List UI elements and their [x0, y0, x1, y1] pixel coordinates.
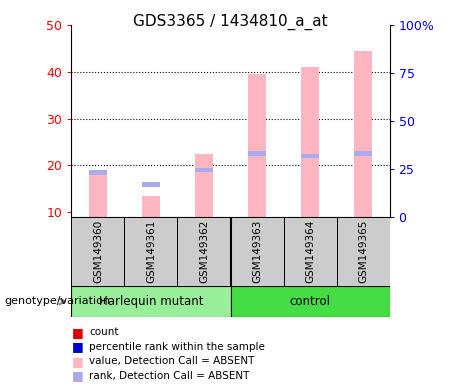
Bar [142, 182, 160, 187]
Text: rank, Detection Call = ABSENT: rank, Detection Call = ABSENT [89, 371, 249, 381]
Bar [177, 217, 230, 286]
Text: ■: ■ [71, 369, 83, 382]
Bar [354, 51, 372, 217]
Bar [301, 67, 319, 217]
Bar [195, 154, 213, 217]
Bar [230, 286, 390, 317]
Bar [248, 151, 266, 156]
Bar [71, 217, 124, 286]
Bar [354, 151, 372, 156]
Text: GSM149361: GSM149361 [146, 220, 156, 283]
Text: control: control [290, 295, 331, 308]
Text: GDS3365 / 1434810_a_at: GDS3365 / 1434810_a_at [133, 13, 328, 30]
Text: ■: ■ [71, 355, 83, 368]
Bar [89, 170, 107, 175]
Text: value, Detection Call = ABSENT: value, Detection Call = ABSENT [89, 356, 254, 366]
Text: percentile rank within the sample: percentile rank within the sample [89, 342, 265, 352]
Text: genotype/variation: genotype/variation [5, 296, 111, 306]
Text: GSM149364: GSM149364 [305, 220, 315, 283]
Bar [284, 217, 337, 286]
Text: Harlequin mutant: Harlequin mutant [99, 295, 203, 308]
Bar [89, 170, 107, 217]
Text: GSM149362: GSM149362 [199, 220, 209, 283]
Bar [337, 217, 390, 286]
Bar [301, 154, 319, 159]
Text: count: count [89, 327, 118, 337]
Bar [195, 168, 213, 172]
Bar [230, 217, 284, 286]
Bar [248, 74, 266, 217]
Text: ■: ■ [71, 326, 83, 339]
Bar [142, 196, 160, 217]
Text: GSM149360: GSM149360 [93, 220, 103, 283]
Text: GSM149363: GSM149363 [252, 220, 262, 283]
Text: GSM149365: GSM149365 [358, 220, 368, 283]
Bar [124, 217, 177, 286]
Bar [71, 286, 230, 317]
Text: ■: ■ [71, 340, 83, 353]
